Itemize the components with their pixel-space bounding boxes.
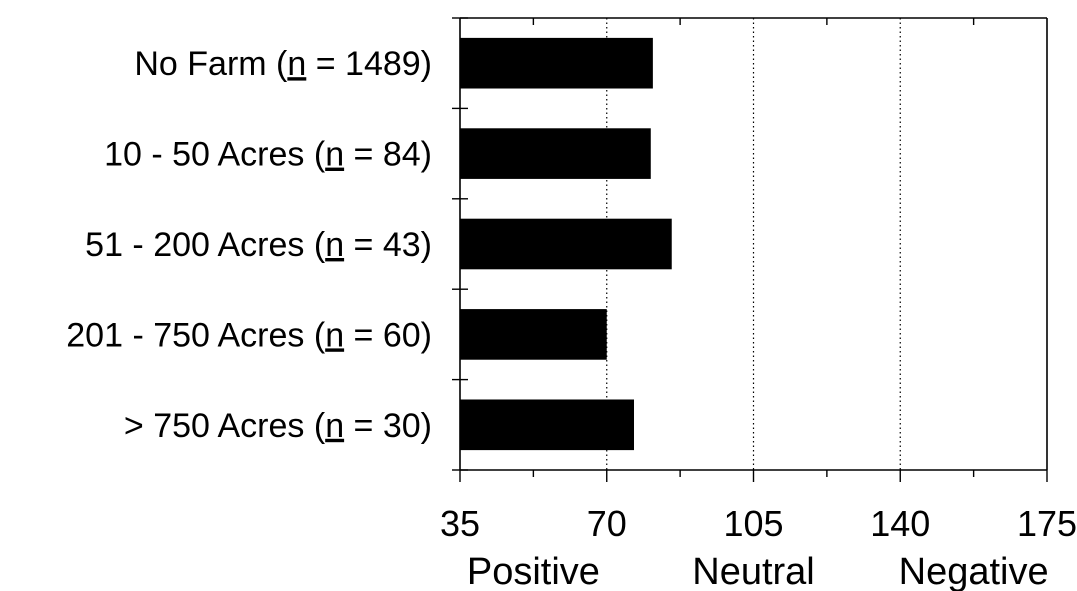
x-tick-labels: 35 70 105 140 175 (440, 503, 1077, 544)
bar (460, 218, 672, 270)
x-anchor-label: Positive (467, 551, 600, 591)
category-labels: No Farm (n = 1489) 10 - 50 Acres (n = 84)… (66, 45, 432, 445)
x-tick-label: 140 (870, 503, 930, 544)
category-label: No Farm (n = 1489) (134, 45, 432, 83)
x-tick-label: 105 (723, 503, 783, 544)
x-tick-label: 175 (1017, 503, 1077, 544)
category-label: > 750 Acres (n = 30) (124, 407, 432, 445)
bar (460, 399, 635, 451)
category-label: 10 - 50 Acres (n = 84) (104, 136, 432, 174)
bar (460, 128, 651, 179)
x-tick-label: 35 (440, 503, 480, 544)
bar (460, 309, 607, 360)
bars (460, 37, 672, 451)
category-label: 201 - 750 Acres (n = 60) (66, 316, 432, 354)
x-anchor-labels: Positive Neutral Negative (467, 551, 1049, 591)
axes (452, 17, 1048, 482)
x-anchor-label: Neutral (692, 551, 815, 591)
x-tick-label: 70 (587, 503, 627, 544)
category-label: 51 - 200 Acres (n = 43) (85, 226, 432, 264)
bar (460, 37, 653, 89)
x-anchor-label: Negative (899, 551, 1049, 591)
